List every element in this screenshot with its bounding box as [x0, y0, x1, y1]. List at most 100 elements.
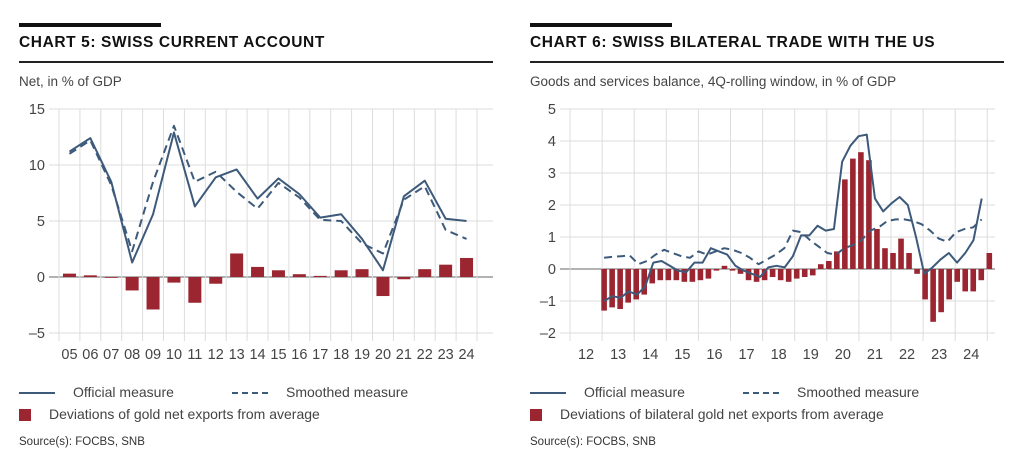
- bar: [898, 238, 904, 269]
- bar: [292, 274, 306, 277]
- chart-title: CHART 6: SWISS BILATERAL TRADE WITH THE …: [530, 34, 936, 51]
- bar: [697, 269, 704, 281]
- bar: [817, 264, 824, 269]
- bar: [938, 269, 944, 313]
- bar: [625, 269, 631, 303]
- bar: [906, 253, 912, 269]
- bar: [721, 265, 728, 269]
- bar: [866, 160, 872, 269]
- chart-6-panel: CHART 6: SWISS BILATERAL TRADE WITH THE …: [530, 0, 1006, 472]
- legend-label: Official measure: [73, 384, 174, 400]
- x-tick-label: 12: [578, 347, 594, 363]
- x-tick-label: 19: [803, 347, 819, 363]
- x-tick-label: 16: [706, 347, 722, 363]
- x-tick-label: 10: [166, 347, 182, 363]
- bar: [785, 269, 792, 282]
- x-tick-label: 24: [963, 347, 979, 363]
- dashed-line-icon: [743, 392, 779, 394]
- solid-line-icon: [530, 392, 566, 394]
- bar: [986, 253, 993, 269]
- bar: [397, 277, 411, 280]
- bar: [729, 269, 736, 271]
- bar: [649, 269, 656, 284]
- x-tick-label: 09: [145, 347, 161, 363]
- x-tick-label: 14: [642, 347, 658, 363]
- bar: [167, 277, 181, 283]
- bar: [842, 179, 848, 269]
- title-rule: [530, 61, 1004, 63]
- x-tick-label: 22: [417, 347, 433, 363]
- red-square-icon: [530, 409, 542, 421]
- bar: [104, 277, 118, 278]
- legend-label: Official measure: [584, 384, 685, 400]
- bar: [681, 269, 688, 282]
- y-tick-label: 5: [37, 214, 45, 230]
- solid-line-icon: [19, 392, 55, 394]
- bar: [874, 229, 880, 269]
- y-tick-label: 0: [37, 270, 45, 286]
- chart-subtitle: Goods and services balance, 4Q-rolling w…: [530, 74, 897, 89]
- x-tick-label: 06: [82, 347, 98, 363]
- smoothed-measure-line: [603, 218, 983, 266]
- bar: [793, 269, 800, 279]
- y-tick-label: 15: [29, 102, 45, 118]
- x-tick-label: 17: [738, 347, 754, 363]
- bar: [83, 275, 97, 277]
- bar: [376, 277, 390, 297]
- x-tick-label: 23: [438, 347, 454, 363]
- official-measure-line: [603, 133, 983, 302]
- bar: [439, 264, 453, 277]
- bar: [834, 251, 840, 269]
- bar: [826, 261, 832, 269]
- chart-5-plot: 15 10 5 0 –5 05 06 07 08 09 10 11 12 13 14 15 16 17 18 19 20…: [29, 102, 493, 363]
- y-tick-label: –1: [540, 294, 556, 310]
- bar: [890, 253, 896, 269]
- x-tick-label: 13: [229, 347, 245, 363]
- source-note: Source(s): FOCBS, SNB: [530, 436, 656, 448]
- title-accent-bar: [19, 23, 161, 27]
- bar: [777, 269, 784, 281]
- bar: [809, 269, 816, 276]
- smoothed-measure-line: [68, 124, 467, 255]
- x-tick-label: 20: [835, 347, 851, 363]
- bar: [970, 269, 977, 292]
- bar: [609, 269, 615, 308]
- bar: [882, 248, 888, 269]
- x-tick-label: 21: [867, 347, 883, 363]
- x-tick-label: 22: [899, 347, 915, 363]
- title-accent-bar: [530, 23, 672, 27]
- bar: [355, 269, 369, 277]
- bar: [617, 269, 623, 309]
- legend-label: Smoothed measure: [797, 384, 920, 400]
- y-tick-label: 10: [29, 158, 45, 174]
- x-tick-label: 15: [270, 347, 286, 363]
- x-tick-label: 15: [674, 347, 690, 363]
- bar: [737, 269, 744, 274]
- bar: [689, 269, 696, 282]
- y-tick-label: –5: [29, 326, 45, 342]
- bar: [962, 269, 969, 292]
- bar: [769, 269, 776, 277]
- bar: [313, 275, 327, 277]
- bar: [946, 269, 952, 300]
- bar: [922, 269, 928, 300]
- bar: [146, 277, 160, 310]
- bar: [705, 269, 712, 279]
- y-tick-label: 5: [548, 102, 556, 118]
- bar: [251, 266, 265, 277]
- x-tick-label: 21: [396, 347, 412, 363]
- chart-title: CHART 5: SWISS CURRENT ACCOUNT: [19, 34, 325, 51]
- x-tick-label: 14: [249, 347, 265, 363]
- bar: [62, 273, 76, 277]
- red-square-icon: [19, 409, 31, 421]
- y-tick-label: 1: [548, 230, 556, 246]
- x-tick-label: 20: [375, 347, 391, 363]
- x-tick-label: 17: [312, 347, 328, 363]
- x-tick-label: 19: [354, 347, 370, 363]
- y-tick-label: –2: [540, 326, 556, 342]
- legend-label: Deviations of gold net exports from aver…: [49, 406, 320, 422]
- x-tick-label: 07: [103, 347, 119, 363]
- dashed-line-icon: [232, 392, 268, 394]
- bar: [460, 257, 474, 277]
